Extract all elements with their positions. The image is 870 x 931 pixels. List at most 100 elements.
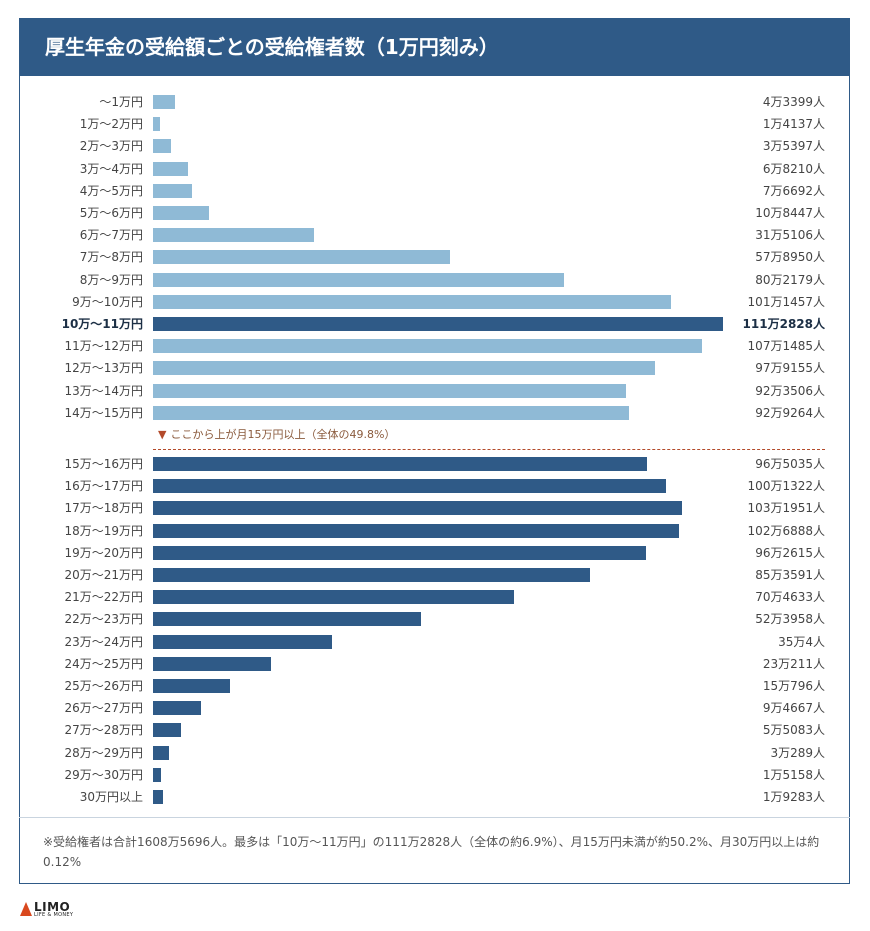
bar bbox=[153, 206, 209, 220]
bar-row: 6万～7万円 31万5106人 bbox=[19, 224, 850, 246]
bar bbox=[153, 183, 193, 198]
category-label: 10万～11万円 bbox=[61, 317, 143, 331]
category-label: 19万～20万円 bbox=[64, 545, 143, 560]
bar-row: 4万～5万円 7万6692人 bbox=[19, 180, 850, 202]
bar-row: 1万～2万円 1万4137人 bbox=[19, 113, 850, 135]
value-label: 103万1951人 bbox=[747, 501, 825, 516]
value-label: 23万211人 bbox=[762, 656, 825, 671]
bar-row: 13万～14万円 92万3506人 bbox=[19, 380, 850, 402]
category-label: 24万～25万円 bbox=[64, 656, 143, 671]
category-label: 21万～22万円 bbox=[64, 590, 143, 605]
category-label: 7万～8万円 bbox=[79, 250, 143, 265]
bar-row: 16万～17万円 100万1322人 bbox=[19, 475, 850, 497]
category-label: 29万～30万円 bbox=[64, 767, 143, 782]
bar-row: 20万～21万円 85万3591人 bbox=[19, 564, 850, 586]
threshold-line bbox=[153, 449, 825, 450]
category-label: 4万～5万円 bbox=[79, 183, 143, 198]
bar-row: 18万～19万円 102万6888人 bbox=[19, 520, 850, 542]
value-label: 97万9155人 bbox=[755, 361, 825, 376]
bar-row: 19万～20万円 96万2615人 bbox=[19, 542, 850, 564]
bar-row: 28万～29万円 3万289人 bbox=[19, 742, 850, 764]
fox-logo-icon bbox=[20, 902, 32, 916]
down-triangle-icon: ▼ bbox=[158, 428, 167, 441]
bar bbox=[153, 294, 672, 309]
value-label: 107万1485人 bbox=[747, 339, 825, 354]
bar-row: 23万～24万円 35万4人 bbox=[19, 631, 850, 653]
logo-sub-text: LIFE & MONEY bbox=[34, 911, 74, 918]
bar bbox=[153, 501, 682, 516]
bar bbox=[153, 250, 450, 265]
bar-row: ～1万円 4万3399人 bbox=[19, 91, 850, 113]
category-label: 30万円以上 bbox=[79, 790, 143, 804]
value-label: 31万5106人 bbox=[755, 228, 825, 243]
limo-logo: LIMO LIFE & MONEY bbox=[20, 898, 73, 920]
bar-row: 10万～11万円 111万2828人 bbox=[19, 313, 850, 335]
bar bbox=[153, 339, 702, 354]
bar-row: 30万円以上 1万9283人 bbox=[19, 786, 850, 808]
category-label: 18万～19万円 bbox=[64, 523, 143, 538]
bar bbox=[153, 361, 655, 376]
category-label: 14万～15万円 bbox=[64, 405, 143, 420]
bar bbox=[153, 701, 202, 716]
bar bbox=[153, 723, 182, 738]
category-label: 3万～4万円 bbox=[79, 161, 143, 176]
category-label: 15万～16万円 bbox=[64, 457, 143, 471]
value-label: 3万5397人 bbox=[762, 139, 825, 154]
value-label: 35万4人 bbox=[778, 634, 825, 649]
category-label: 25万～26万円 bbox=[64, 679, 143, 693]
bar-row: 24万～25万円 23万211人 bbox=[19, 653, 850, 675]
bar-row: 27万～28万円 5万5083人 bbox=[19, 719, 850, 741]
chart-title: 厚生年金の受給額ごとの受給権者数（1万円刻み） bbox=[19, 18, 850, 76]
category-label: 9万～10万円 bbox=[72, 294, 143, 309]
value-label: 7万6692人 bbox=[762, 183, 825, 198]
bar-row: 21万～22万円 70万4633人 bbox=[19, 586, 850, 608]
value-label: 85万3591人 bbox=[755, 568, 825, 582]
value-label: 52万3958人 bbox=[755, 612, 825, 627]
bar-row: 2万～3万円 3万5397人 bbox=[19, 135, 850, 157]
value-label: 1万4137人 bbox=[762, 117, 825, 132]
bar bbox=[153, 228, 315, 243]
value-label: 15万796人 bbox=[762, 679, 825, 693]
value-label: 92万9264人 bbox=[755, 405, 825, 420]
bar-row: 12万～13万円 97万9155人 bbox=[19, 357, 850, 379]
logo-main-text: LIMO bbox=[34, 899, 71, 914]
value-label: 80万2179人 bbox=[755, 272, 825, 287]
bar-row: 5万～6万円 10万8447人 bbox=[19, 202, 850, 224]
value-label: 5万5083人 bbox=[762, 723, 825, 738]
category-label: 5万～6万円 bbox=[79, 206, 143, 220]
value-label: 6万8210人 bbox=[762, 161, 825, 176]
value-label: 92万3506人 bbox=[755, 383, 825, 398]
value-label: 57万8950人 bbox=[755, 250, 825, 265]
bar bbox=[153, 767, 161, 782]
bar bbox=[153, 95, 176, 109]
category-label: ～1万円 bbox=[99, 95, 143, 109]
value-label: 102万6888人 bbox=[747, 523, 825, 538]
value-label: 1万9283人 bbox=[762, 790, 825, 804]
bar bbox=[153, 383, 627, 398]
value-label: 4万3399人 bbox=[762, 95, 825, 109]
category-label: 6万～7万円 bbox=[79, 228, 143, 243]
category-label: 22万～23万円 bbox=[64, 612, 143, 627]
bar bbox=[153, 612, 422, 627]
category-label: 17万～18万円 bbox=[64, 501, 143, 516]
bar bbox=[153, 590, 514, 605]
category-label: 27万～28万円 bbox=[64, 723, 143, 738]
bar-row: 25万～26万円 15万796人 bbox=[19, 675, 850, 697]
value-label: 101万1457人 bbox=[747, 294, 825, 309]
bar bbox=[153, 457, 648, 471]
category-label: 28万～29万円 bbox=[64, 745, 143, 760]
category-label: 2万～3万円 bbox=[79, 139, 143, 154]
category-label: 26万～27万円 bbox=[64, 701, 143, 716]
bar-row: 29万～30万円 1万5158人 bbox=[19, 764, 850, 786]
bar-row: 11万～12万円 107万1485人 bbox=[19, 335, 850, 357]
category-label: 1万～2万円 bbox=[79, 117, 143, 132]
bar-row: 14万～15万円 92万9264人 bbox=[19, 402, 850, 424]
value-label: 9万4667人 bbox=[762, 701, 825, 716]
bar bbox=[153, 656, 271, 671]
bar bbox=[153, 317, 723, 331]
category-label: 20万～21万円 bbox=[64, 568, 143, 582]
bar bbox=[153, 790, 163, 804]
value-label: 70万4633人 bbox=[755, 590, 825, 605]
bar-row: 15万～16万円 96万5035人 bbox=[19, 453, 850, 475]
bar bbox=[153, 545, 647, 560]
